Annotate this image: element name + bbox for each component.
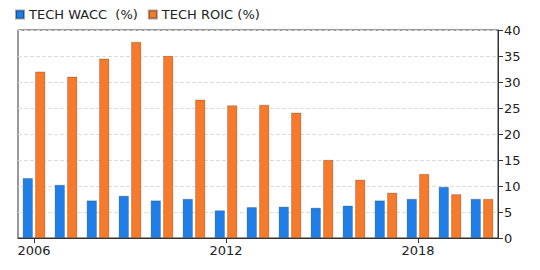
svg-text:35: 35 [504,49,521,64]
svg-text:5: 5 [504,205,512,220]
svg-text:15: 15 [504,153,521,168]
svg-text:25: 25 [504,101,521,116]
svg-text:40: 40 [504,23,521,38]
svg-text:2012: 2012 [209,243,242,258]
svg-text:2006: 2006 [17,243,50,258]
svg-text:TECH WACC (%): TECH WACC (%) [28,7,138,22]
svg-text:2018: 2018 [401,243,434,258]
svg-text:10: 10 [504,179,521,194]
svg-text:0: 0 [504,231,512,246]
svg-text:TECH ROIC (%): TECH ROIC (%) [161,7,260,22]
svg-text:20: 20 [504,127,521,142]
svg-text:30: 30 [504,75,521,90]
